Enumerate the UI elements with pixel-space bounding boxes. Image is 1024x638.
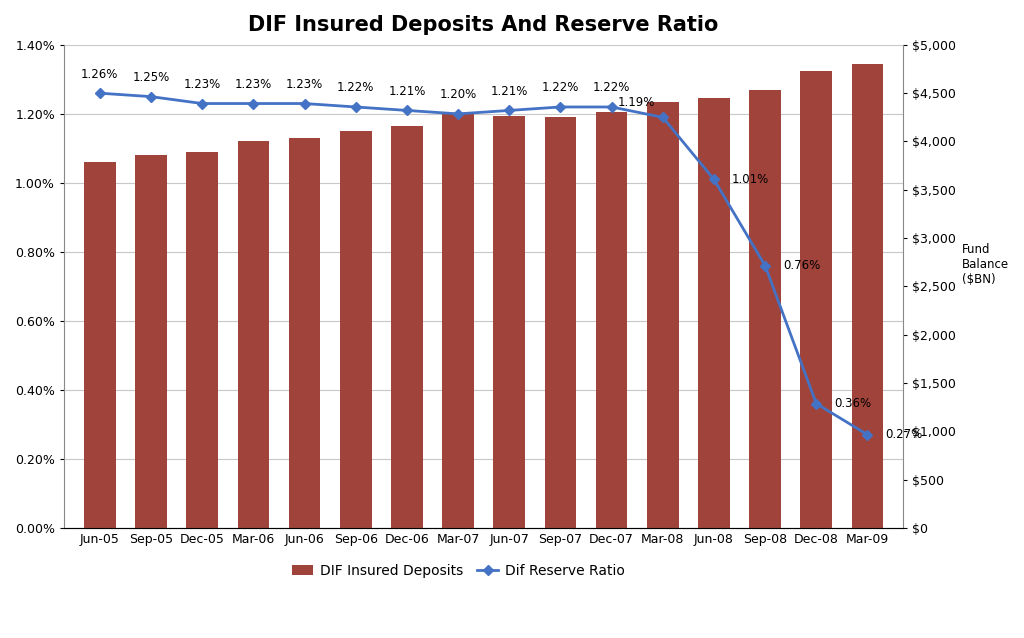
Text: 0.76%: 0.76%	[783, 259, 820, 272]
Text: 1.23%: 1.23%	[286, 78, 324, 91]
Text: 0.36%: 0.36%	[835, 397, 871, 410]
Bar	[801, 71, 833, 528]
Bar	[289, 138, 321, 528]
Bar	[750, 90, 781, 528]
Bar	[596, 112, 628, 528]
Text: 1.19%: 1.19%	[617, 96, 655, 108]
Text: 1.22%: 1.22%	[593, 82, 631, 94]
Text: 1.20%: 1.20%	[439, 88, 477, 101]
Bar	[84, 162, 116, 528]
Dif Reserve Ratio	[861, 431, 873, 438]
Text: 1.22%: 1.22%	[337, 82, 375, 94]
Text: 1.22%: 1.22%	[542, 82, 580, 94]
Dif Reserve Ratio	[759, 262, 771, 269]
Title: DIF Insured Deposits And Reserve Ratio: DIF Insured Deposits And Reserve Ratio	[249, 15, 719, 35]
Dif Reserve Ratio	[605, 103, 617, 111]
Y-axis label: Fund
Balance
($BN): Fund Balance ($BN)	[962, 243, 1009, 286]
Text: 1.26%: 1.26%	[81, 68, 119, 80]
Text: 1.23%: 1.23%	[183, 78, 221, 91]
Bar	[135, 155, 167, 528]
Text: 1.21%: 1.21%	[388, 85, 426, 98]
Dif Reserve Ratio	[298, 100, 310, 107]
Dif Reserve Ratio	[247, 100, 259, 107]
Bar	[545, 117, 577, 528]
Bar	[340, 131, 372, 528]
Bar	[186, 152, 218, 528]
Text: 0.27%: 0.27%	[886, 428, 923, 441]
Bar	[698, 98, 730, 528]
Dif Reserve Ratio	[554, 103, 566, 111]
Bar	[647, 102, 679, 528]
Text: 1.25%: 1.25%	[132, 71, 170, 84]
Bar	[391, 126, 423, 528]
Dif Reserve Ratio	[196, 100, 208, 107]
Text: 1.21%: 1.21%	[490, 85, 528, 98]
Bar	[494, 115, 525, 528]
Dif Reserve Ratio	[656, 114, 669, 121]
Legend: DIF Insured Deposits, Dif Reserve Ratio: DIF Insured Deposits, Dif Reserve Ratio	[287, 558, 631, 584]
Dif Reserve Ratio	[400, 107, 413, 114]
Dif Reserve Ratio	[349, 103, 361, 111]
Text: 1.23%: 1.23%	[234, 78, 272, 91]
Bar	[238, 142, 269, 528]
Text: 1.01%: 1.01%	[732, 173, 769, 186]
Dif Reserve Ratio	[94, 89, 106, 97]
Dif Reserve Ratio	[503, 107, 515, 114]
Bar	[442, 114, 474, 528]
Dif Reserve Ratio	[144, 93, 157, 100]
Dif Reserve Ratio	[810, 400, 822, 408]
Dif Reserve Ratio	[708, 175, 720, 183]
Bar	[852, 64, 884, 528]
Line: Dif Reserve Ratio: Dif Reserve Ratio	[96, 90, 871, 438]
Dif Reserve Ratio	[452, 110, 464, 117]
